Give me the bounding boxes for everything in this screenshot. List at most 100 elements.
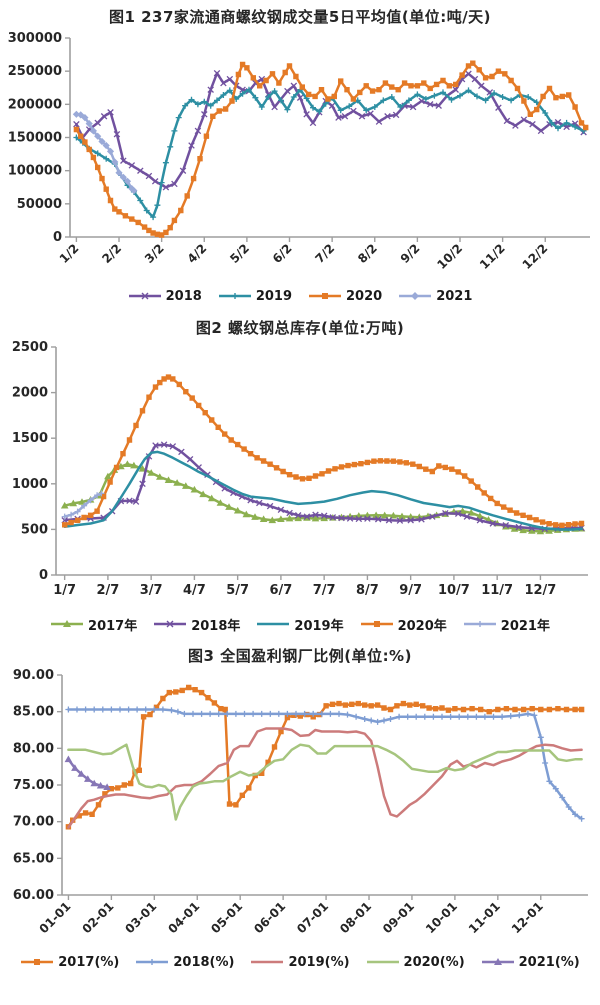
- legend-label: 2018年: [191, 618, 241, 634]
- legend-label: 2018(%): [173, 954, 235, 970]
- figure-2-plot: 0 500 1000 1500 2000 2500 1/7 2/7 3/7 4/7 5/7 6/7 7/…: [12, 340, 588, 598]
- legend-line-sample: [360, 621, 393, 627]
- legend-label: 2018: [165, 288, 202, 304]
- x-tick-label: 07-01: [294, 899, 331, 936]
- x-tick-label: 11-01: [466, 899, 503, 936]
- legend-item-2021年: 2021年: [463, 615, 550, 634]
- legend-label: 2017年: [88, 618, 138, 634]
- figure-3-legend: 2017(%) 2018(%) 2019(%) 2020(%) 2021(%): [0, 949, 600, 975]
- square-markers: [65, 684, 585, 830]
- y-tick-label: 500: [21, 522, 48, 537]
- y-tick-label: 75.00: [13, 778, 54, 793]
- legend-label: 2019(%): [288, 954, 350, 970]
- y-tick-label: 0: [53, 230, 62, 245]
- legend-item-2018年: 2018年: [153, 615, 240, 634]
- x-tick-label: 3/2: [142, 241, 167, 266]
- legend-line-sample: [481, 958, 514, 965]
- y-tick-label: 2500: [12, 340, 48, 355]
- legend-item-2020(%): 2020(%): [366, 955, 465, 970]
- y-tick-label: 250000: [8, 64, 62, 79]
- legend-line-sample: [51, 620, 84, 627]
- x-tick-label: 9/2: [398, 241, 423, 266]
- figure-3: 图3 全国盈利钢厂比例(单位:%) 60.00 65.00 70.00 75.00 80…: [0, 639, 600, 975]
- y-tick-label: 80.00: [13, 741, 54, 756]
- legend-label: 2019年: [294, 618, 344, 634]
- legend-line-sample: [136, 959, 169, 965]
- figure-1: 图1 237家流通商螺纹钢成交量5日平均值(单位:吨/天) 0 50000 1000…: [0, 0, 600, 309]
- y-tick-label: 60.00: [13, 888, 54, 903]
- x-tick-label: 05-01: [208, 899, 245, 936]
- legend-line-sample: [128, 292, 161, 300]
- series-2021年: [61, 490, 105, 520]
- plus-markers: [65, 706, 585, 822]
- legend-line-sample: [218, 293, 251, 299]
- x-tick-label: 09-01: [380, 899, 417, 936]
- legend-line-sample: [309, 293, 341, 299]
- x-tick-label: 1/7: [53, 583, 76, 598]
- legend-item-2017(%): 2017(%): [20, 955, 119, 970]
- diamond-markers: [72, 110, 138, 195]
- figure-2-legend: 2017年 2018年 2019年 2020年 2021年: [0, 611, 600, 637]
- legend-line-sample: [399, 292, 432, 300]
- x-tick-label: 8/7: [356, 583, 379, 598]
- triangle-markers: [60, 460, 586, 535]
- plus-markers: [73, 86, 587, 221]
- series-2018: [73, 69, 587, 191]
- y-tick-label: 0: [39, 568, 48, 583]
- x-tick-label: 12/2: [520, 241, 551, 272]
- figure-2: 图2 螺纹钢总库存(单位:万吨) 0 500 1000 1500 2000 2500 1/7…: [0, 311, 600, 637]
- x-tick-label: 10/2: [434, 241, 465, 272]
- x-tick-label: 03-01: [122, 899, 159, 936]
- series-2020年: [62, 374, 585, 528]
- x-tick-label: 02-01: [79, 899, 116, 936]
- figure-1-title: 图1 237家流通商螺纹钢成交量5日平均值(单位:吨/天): [108, 8, 492, 26]
- x-tick-label: 10-01: [423, 899, 460, 936]
- x-tick-label: 8/2: [355, 241, 380, 266]
- legend-item-2017年: 2017年: [50, 615, 137, 634]
- x-tick-label: 08-01: [337, 899, 374, 936]
- triangle-markers: [64, 755, 111, 790]
- y-tick-label: 1500: [12, 431, 48, 446]
- y-tick-label: 2000: [12, 386, 48, 401]
- x-tick-label: 9/7: [399, 583, 422, 598]
- x-tick-label: 04-01: [165, 899, 202, 936]
- y-tick-label: 1000: [12, 477, 48, 492]
- x-tick-label: 6/2: [270, 241, 295, 266]
- y-tick-label: 85.00: [13, 705, 54, 720]
- legend-line-sample: [463, 621, 496, 627]
- legend-line-sample: [21, 959, 54, 965]
- legend-label: 2020: [346, 288, 383, 304]
- legend-label: 2020(%): [403, 954, 465, 970]
- x-tick-label: 11/2: [477, 241, 508, 272]
- legend-label: 2020年: [397, 618, 447, 634]
- series-2021(%): [64, 755, 111, 790]
- legend-item-2018: 2018: [128, 289, 202, 304]
- series-2019(%): [67, 727, 583, 829]
- legend-line-sample: [154, 620, 187, 628]
- legend-line-sample: [251, 960, 284, 964]
- legend-label: 2021(%): [518, 954, 580, 970]
- series-2017(%): [65, 684, 585, 830]
- x-tick-label: 6/7: [269, 583, 292, 598]
- legend-item-2021(%): 2021(%): [481, 955, 580, 970]
- x-tick-label: 5/2: [227, 241, 252, 266]
- legend-item-2019: 2019: [218, 289, 292, 304]
- x-tick-label: 2/7: [96, 583, 119, 598]
- x-tick-label: 01-01: [37, 899, 74, 936]
- square-markers: [62, 374, 585, 528]
- figure-1-legend: 2018 2019 2020 2021: [0, 283, 600, 309]
- y-tick-label: 300000: [8, 31, 62, 46]
- plus-markers: [61, 490, 105, 520]
- x-tick-label: 7/7: [313, 583, 336, 598]
- x-tick-label: 5/7: [226, 583, 249, 598]
- x-tick-label: 10/7: [438, 583, 470, 598]
- series-2021: [72, 110, 138, 195]
- x-tick-label: 7/2: [312, 241, 337, 266]
- y-tick-label: 200000: [8, 97, 62, 112]
- legend-item-2020: 2020: [308, 289, 382, 304]
- legend-label: 2021年: [500, 618, 550, 634]
- legend-item-2021: 2021: [398, 289, 472, 304]
- y-tick-label: 65.00: [13, 851, 54, 866]
